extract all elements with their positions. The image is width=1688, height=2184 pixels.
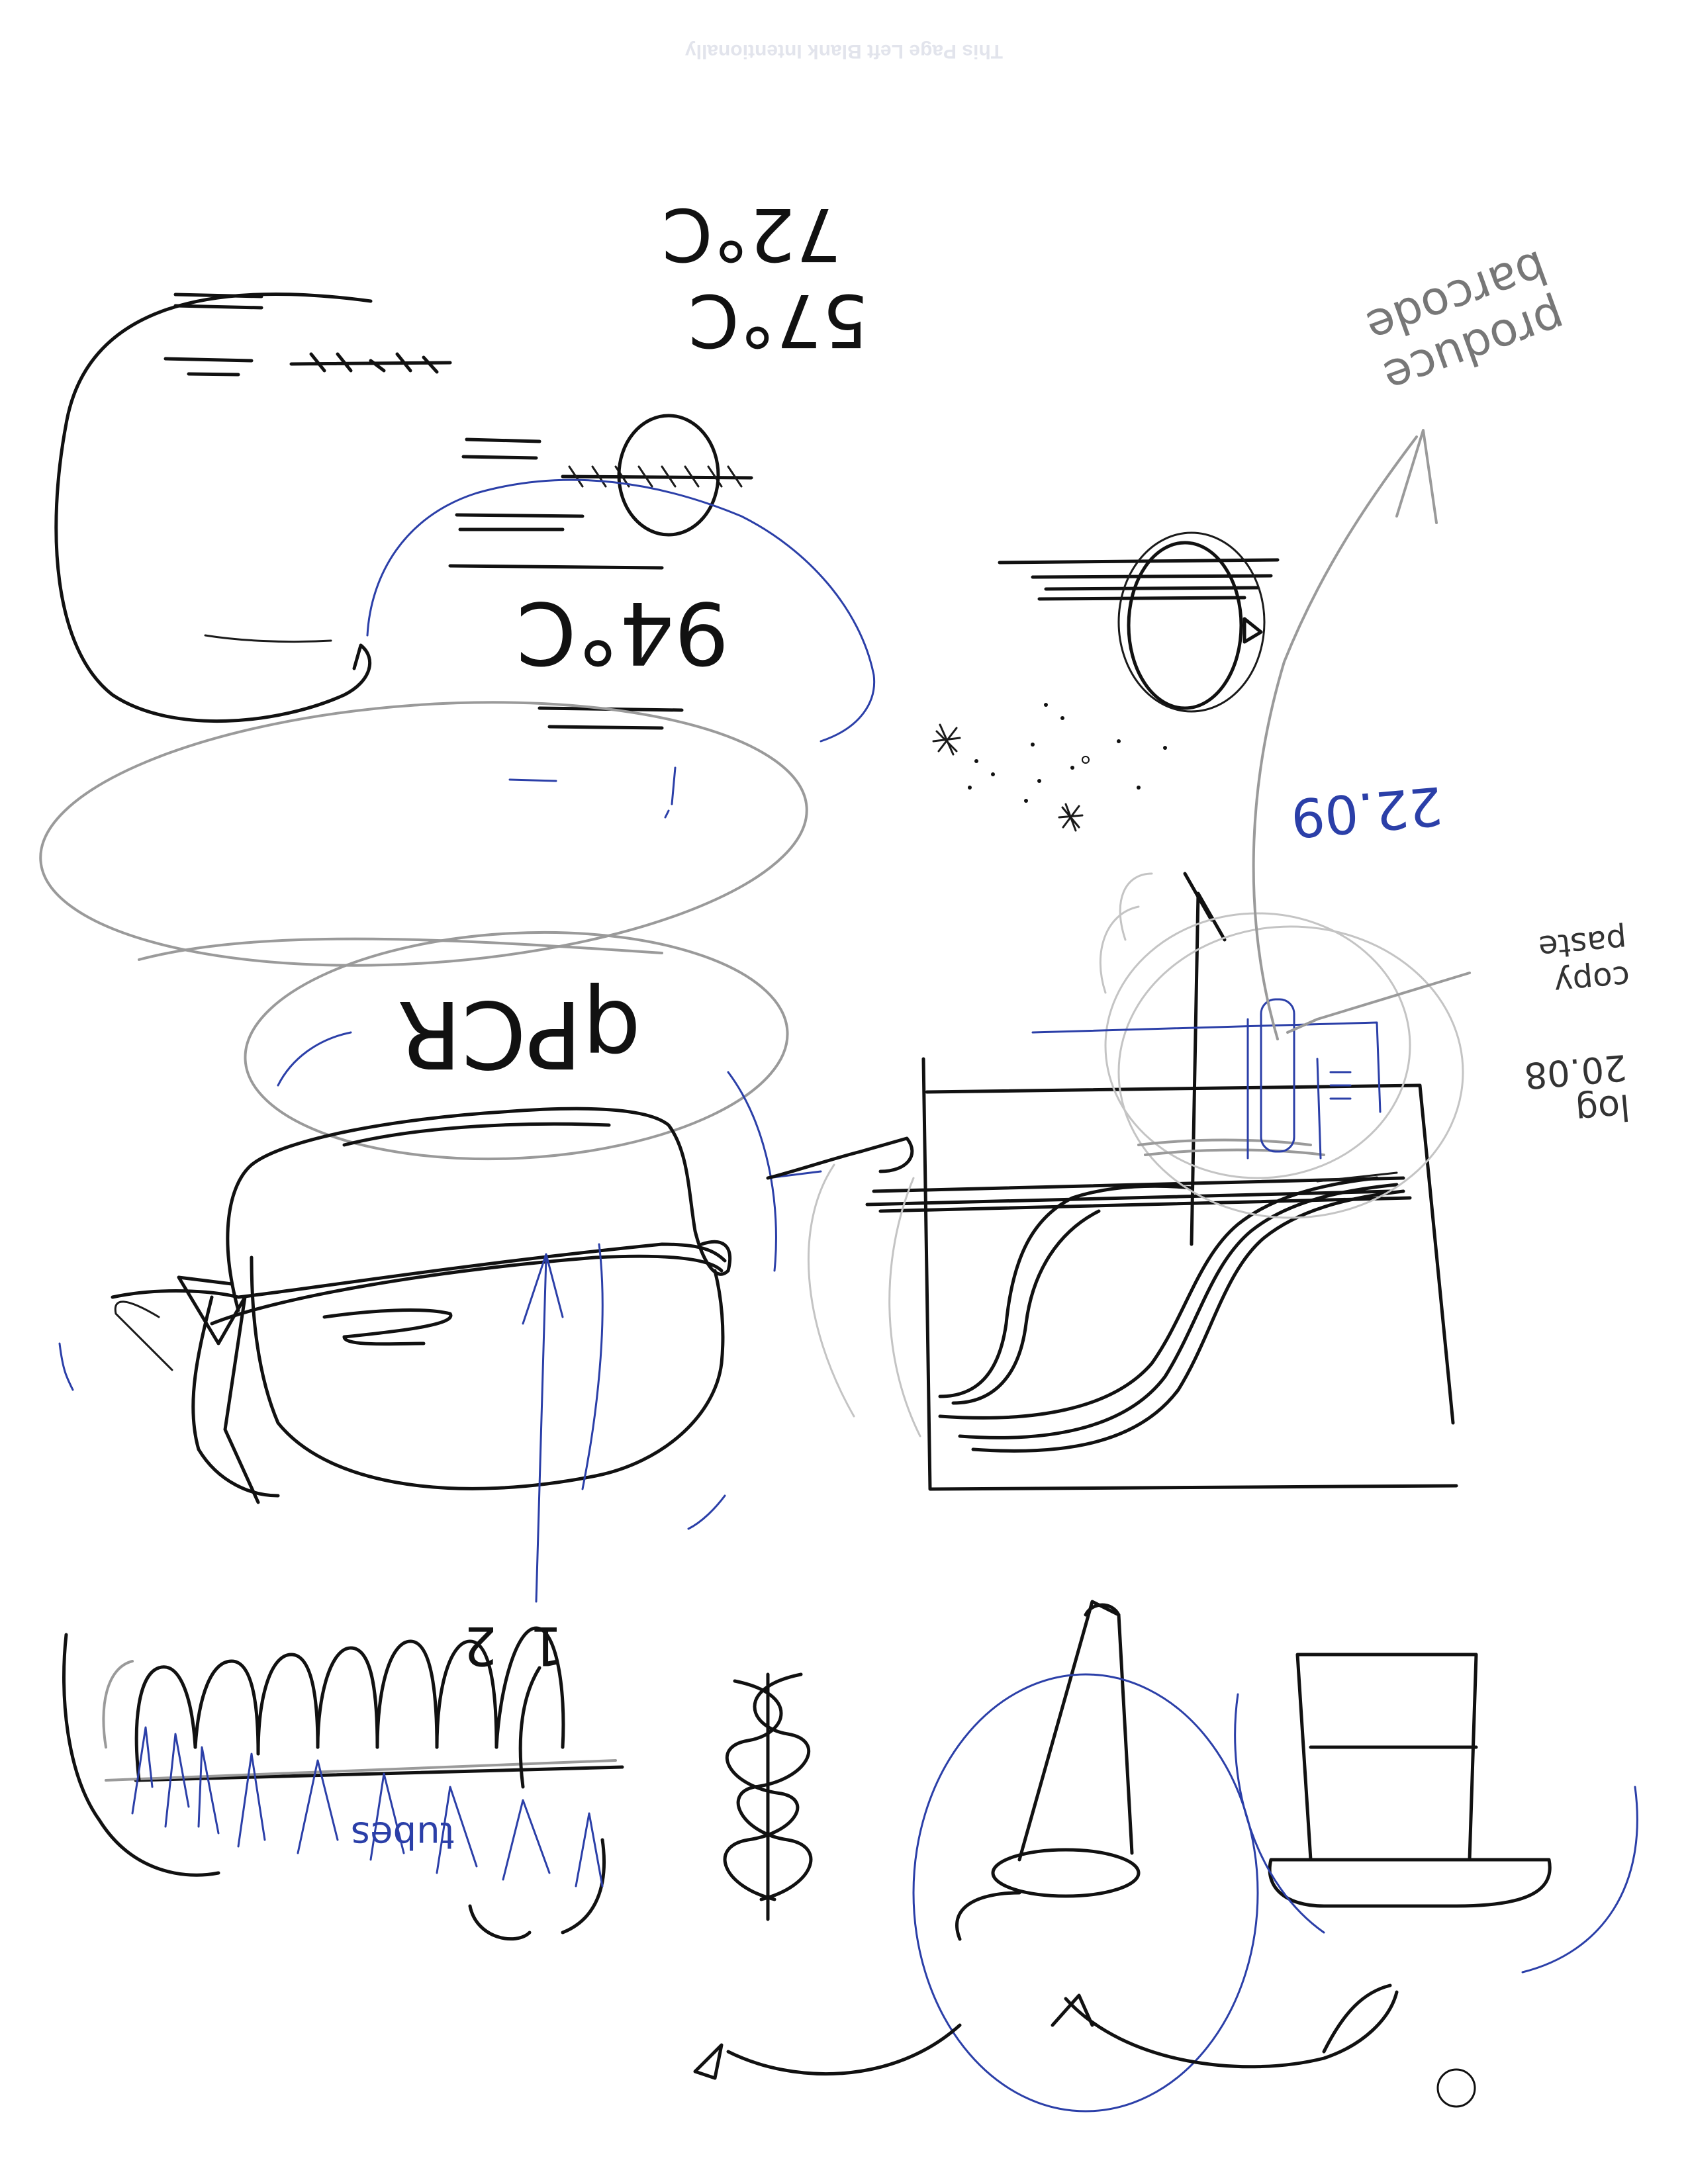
stars-and-dots: [932, 703, 1167, 832]
annotation-log-scale: log 20.08: [1523, 1046, 1632, 1132]
annotation-cycle-one: 1: [530, 1615, 563, 1676]
tube-rack: [62, 1626, 624, 1941]
anneal-step-lines: [164, 293, 452, 377]
amplification-plot: [766, 872, 1458, 1491]
top-right-target: [998, 531, 1280, 713]
dna-helix: [723, 1672, 813, 1921]
annotation-tubes: tubes: [351, 1813, 455, 1856]
cone-tube: [912, 1600, 1259, 2113]
blue-well-highlight: [1031, 998, 1382, 1160]
annotation-ct-value: 22.09: [1288, 774, 1445, 849]
extend-step-lines: [448, 414, 753, 730]
annotation-94c: 94°C: [516, 582, 729, 683]
annotation-qpcr: qPCR: [397, 979, 641, 1087]
bottom-arrows: [693, 1983, 1476, 2108]
cup-tube: [1234, 1653, 1638, 1974]
blue-tube-tips: [131, 1726, 604, 1888]
annotation-copy-paste: copy paste: [1537, 921, 1632, 1002]
annotation-57c: 57°C: [688, 278, 868, 363]
pcr-tube-drawing: [111, 1107, 732, 1504]
plot-pencil-scribbles: [807, 872, 1464, 1437]
annotation-cycle-two: 2: [463, 1615, 497, 1676]
pencil-ellipses: [39, 701, 808, 1161]
thermal-cycle-loop: [54, 292, 373, 723]
blue-ticks: [508, 766, 677, 819]
blue-vertical-arrow: [58, 1031, 822, 1603]
blue-cycle-arc: [366, 478, 876, 743]
annotation-72c: 72°C: [662, 192, 842, 277]
barcode-arrow: [1252, 429, 1471, 1040]
